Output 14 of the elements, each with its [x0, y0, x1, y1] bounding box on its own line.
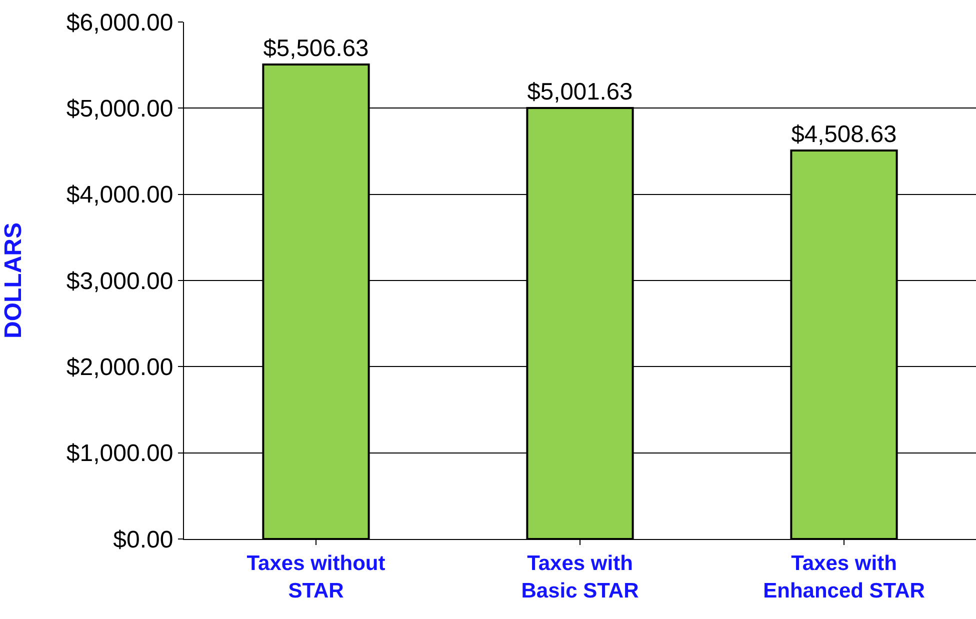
- y-tick-label: $6,000.00: [66, 9, 174, 36]
- data-label: $5,506.63: [263, 36, 369, 62]
- y-tick-label: $5,000.00: [66, 96, 174, 123]
- x-tick-label: Taxes with Basic STAR: [521, 552, 639, 602]
- y-tick-label: $1,000.00: [66, 440, 174, 468]
- x-tick-label: Taxes without STAR: [246, 552, 386, 602]
- data-label: $4,508.63: [791, 122, 897, 148]
- y-tick-label: $4,000.00: [66, 182, 174, 209]
- y-tick-label: $3,000.00: [66, 268, 174, 295]
- data-label: $5,001.63: [527, 80, 633, 106]
- y-tick-label: $0.00: [113, 526, 174, 554]
- y-axis-title: DOLLARS: [0, 222, 27, 338]
- x-tick-label: Taxes with Enhanced STAR: [763, 552, 925, 602]
- y-tick-label: $2,000.00: [66, 354, 174, 382]
